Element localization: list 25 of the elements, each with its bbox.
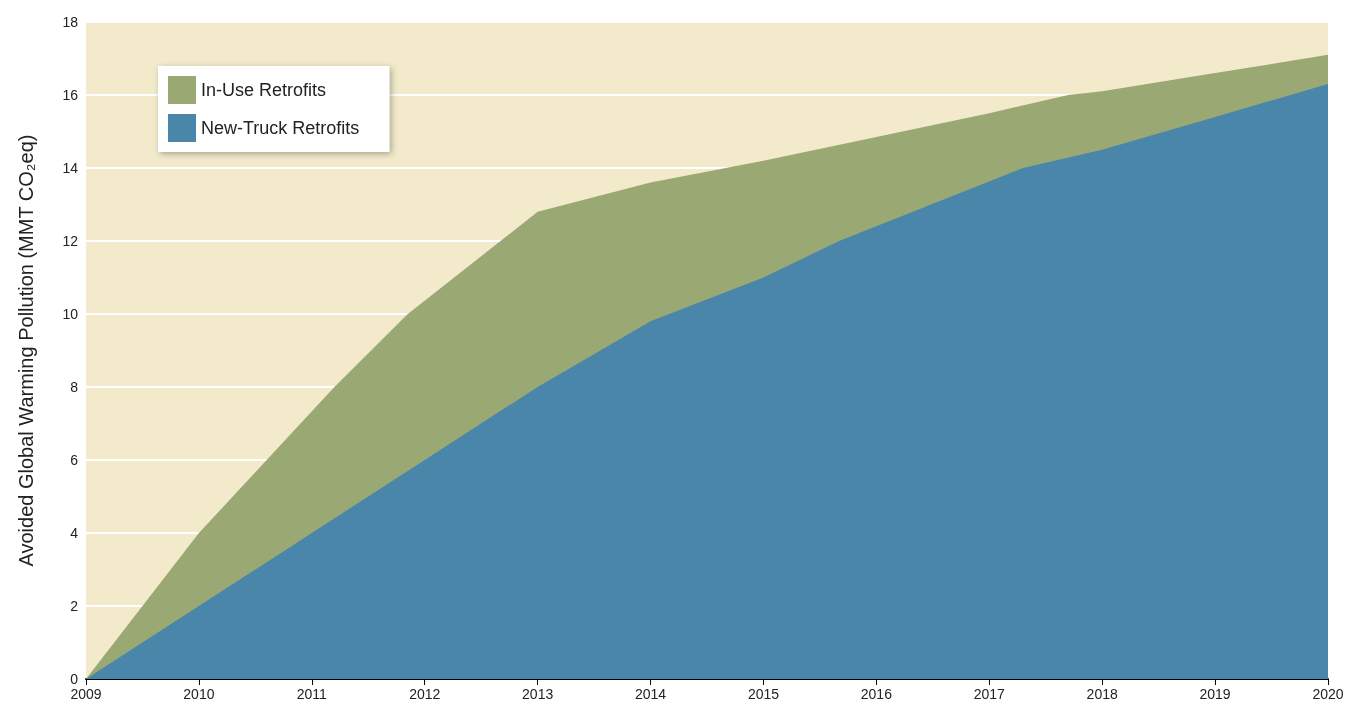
x-tick-label: 2018 bbox=[1086, 686, 1118, 702]
x-tick-label: 2011 bbox=[296, 686, 328, 702]
y-tick-label: 8 bbox=[70, 379, 79, 395]
legend-label: New-Truck Retrofits bbox=[201, 118, 360, 138]
y-tick-label: 6 bbox=[70, 452, 79, 468]
x-tick-label: 2010 bbox=[183, 686, 215, 702]
x-tick-label: 2013 bbox=[522, 686, 554, 702]
y-tick-label: 16 bbox=[62, 87, 79, 103]
x-tick-label: 2017 bbox=[973, 686, 1006, 702]
y-tick-label: 14 bbox=[62, 160, 79, 176]
y-tick-label: 10 bbox=[62, 306, 79, 322]
y-axis-title: Avoided Global Warming Pollution (MMT CO₂eq) bbox=[15, 134, 37, 567]
x-tick-label: 2020 bbox=[1312, 686, 1344, 702]
x-tick-label: 2014 bbox=[634, 686, 667, 702]
x-tick-label: 2009 bbox=[70, 686, 102, 702]
y-tick-label: 0 bbox=[70, 671, 79, 687]
y-tick-label: 4 bbox=[70, 525, 79, 541]
x-tick-label: 2015 bbox=[747, 686, 780, 702]
x-tick-label: 2016 bbox=[860, 686, 893, 702]
x-tick-label: 2019 bbox=[1199, 686, 1231, 702]
x-tick-label: 2012 bbox=[409, 686, 441, 702]
y-tick-label: 2 bbox=[70, 598, 79, 614]
y-tick-label: 12 bbox=[62, 233, 79, 249]
legend-label: In-Use Retrofits bbox=[201, 80, 327, 100]
y-tick-label: 18 bbox=[62, 14, 79, 30]
